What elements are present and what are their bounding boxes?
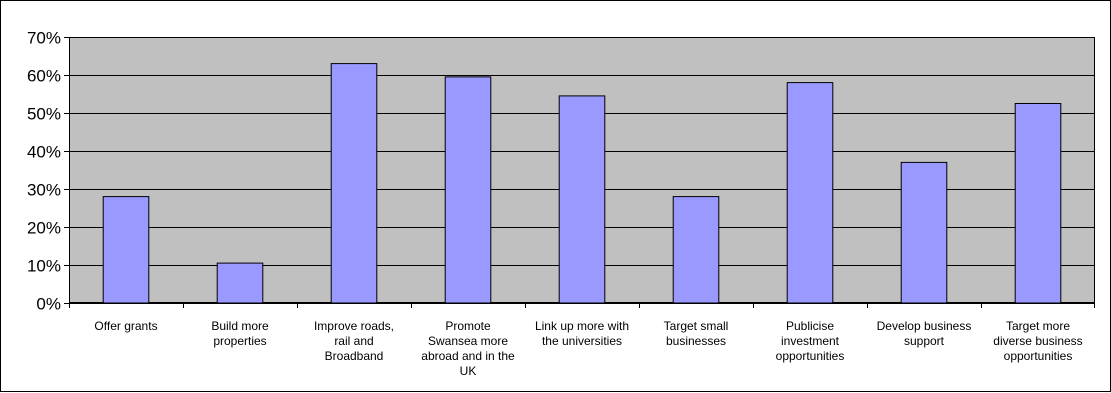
x-tick-label: rail and <box>334 334 373 348</box>
x-tick-label: opportunities <box>1004 349 1073 363</box>
x-tick-label: support <box>904 334 945 348</box>
y-tick-label: 60% <box>27 67 61 86</box>
y-tick-label: 30% <box>27 181 61 200</box>
x-tick-label: Target small <box>664 319 729 333</box>
x-tick-label: investment <box>781 334 840 348</box>
y-tick-label: 10% <box>27 257 61 276</box>
y-tick-label: 40% <box>27 143 61 162</box>
x-tick-label: properties <box>213 334 266 348</box>
x-tick-label: Publicise <box>786 319 834 333</box>
bar-9 <box>1014 103 1062 304</box>
x-tick-label: Offer grants <box>94 319 157 333</box>
x-tick-label: abroad and in the <box>421 349 515 363</box>
bar-5 <box>558 95 606 304</box>
x-tick-label: diverse business <box>993 334 1082 348</box>
bar-6 <box>672 196 720 304</box>
x-tick-label: Target more <box>1006 319 1070 333</box>
bar-4 <box>444 76 492 304</box>
x-tick-label: Develop business <box>877 319 972 333</box>
bar-1 <box>102 196 150 304</box>
bar-3 <box>330 63 378 304</box>
y-tick-label: 0% <box>36 295 61 314</box>
bar-7 <box>786 82 834 304</box>
x-tick-label: opportunities <box>776 349 845 363</box>
y-tick-label: 70% <box>27 29 61 48</box>
x-tick-label: UK <box>460 364 477 378</box>
x-tick-label: Promote <box>445 319 491 333</box>
x-tick-label: Improve roads, <box>314 319 394 333</box>
bar-8 <box>900 161 948 304</box>
x-tick-label: businesses <box>666 334 726 348</box>
x-tick-label: Link up more with <box>535 319 629 333</box>
x-tick-label: Swansea more <box>428 334 508 348</box>
bar-2 <box>216 262 264 304</box>
y-tick-label: 20% <box>27 219 61 238</box>
y-tick-label: 50% <box>27 105 61 124</box>
x-tick-label: the universities <box>542 334 622 348</box>
x-tick-label: Build more <box>211 319 269 333</box>
x-tick-label: Broadband <box>325 349 384 363</box>
